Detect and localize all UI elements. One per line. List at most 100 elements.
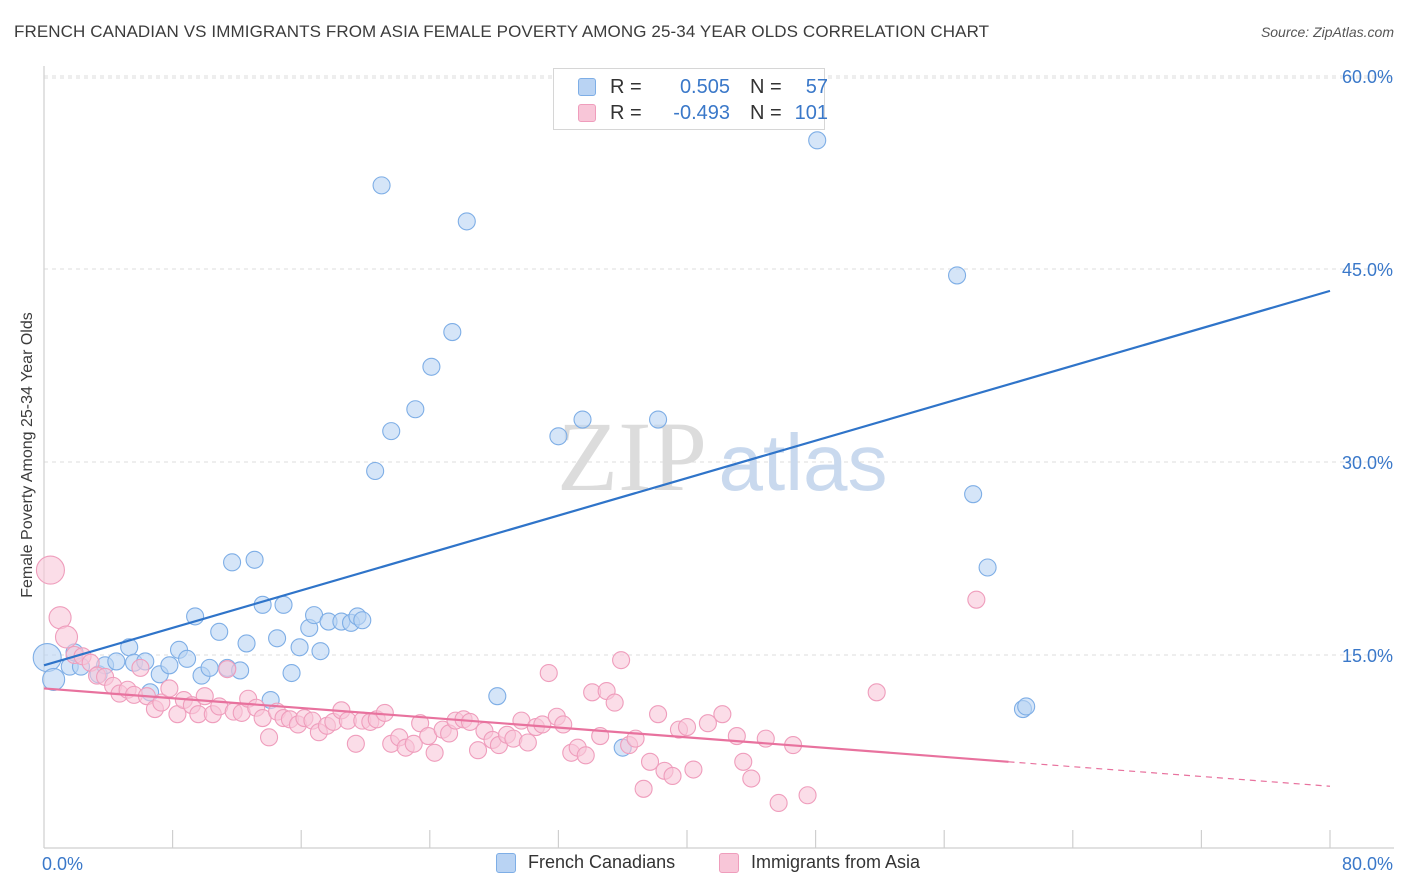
point-french-canadians <box>200 658 219 677</box>
point-french-canadians <box>237 634 256 653</box>
point-french-canadians <box>290 638 309 657</box>
legend-r-label: R = <box>610 101 642 124</box>
point-french-canadians <box>422 357 441 376</box>
legend-row-immigrants-from-asia: R = -0.493 N = 101 <box>578 101 828 125</box>
trend-line-french-canadians <box>43 289 1331 667</box>
point-french-canadians <box>366 461 385 481</box>
point-french-canadians <box>964 485 983 504</box>
series-legend-french-canadians: French Canadians <box>496 852 675 873</box>
point-immigrants-from-asia <box>734 752 753 771</box>
point-french-canadians <box>443 322 462 342</box>
point-french-canadians <box>372 176 391 195</box>
legend-r-value: 0.505 <box>679 75 730 98</box>
point-french-canadians <box>245 550 264 569</box>
point-french-canadians <box>948 266 967 285</box>
point-immigrants-from-asia <box>35 555 65 585</box>
point-french-canadians <box>42 667 66 691</box>
point-immigrants-from-asia <box>612 651 631 670</box>
point-french-canadians <box>274 595 293 614</box>
point-french-canadians <box>353 611 372 630</box>
point-french-canadians <box>978 558 997 577</box>
point-immigrants-from-asia <box>663 766 682 785</box>
point-immigrants-from-asia <box>742 769 761 788</box>
x-tick-label: 0.0% <box>42 854 83 874</box>
legend-row-french-canadians: R = 0.505 N = 57 <box>578 75 828 99</box>
point-french-canadians <box>488 687 507 706</box>
source-attribution: Source: ZipAtlas.com <box>1260 24 1394 40</box>
legend-n-value: 57 <box>805 75 828 98</box>
y-tick-label: 15.0% <box>1342 646 1393 666</box>
point-immigrants-from-asia <box>48 606 72 630</box>
point-immigrants-from-asia <box>54 625 79 649</box>
point-french-canadians <box>268 629 287 648</box>
legend-n-value: 101 <box>794 101 828 124</box>
point-immigrants-from-asia <box>468 741 488 760</box>
tick-labels: 15.0% 30.0% 45.0% 60.0% 0.0% 80.0% <box>42 67 1393 874</box>
watermark-atlas: atlas <box>719 418 888 507</box>
point-french-canadians <box>178 649 197 668</box>
series-legend-immigrants-from-asia: Immigrants from Asia <box>719 852 920 873</box>
legend-r-label: R = <box>610 75 642 98</box>
series-swatch-pink <box>719 852 739 873</box>
point-immigrants-from-asia <box>769 793 788 813</box>
point-immigrants-from-asia <box>634 779 653 798</box>
point-immigrants-from-asia <box>649 705 668 724</box>
point-french-canadians <box>573 410 592 429</box>
point-french-canadians <box>107 652 126 671</box>
point-immigrants-from-asia <box>677 718 697 737</box>
legend-swatch-blue <box>578 78 596 96</box>
series-legend-label: Immigrants from Asia <box>751 852 921 872</box>
trend-line-immigrants-from-asia-extension <box>1008 761 1331 787</box>
point-immigrants-from-asia <box>539 663 558 683</box>
point-immigrants-from-asia <box>160 679 179 698</box>
point-french-canadians <box>649 410 668 429</box>
point-immigrants-from-asia <box>798 786 817 805</box>
chart-title: FRENCH CANADIAN VS IMMIGRANTS FROM ASIA … <box>14 22 990 41</box>
x-tick-label: 80.0% <box>1342 854 1393 874</box>
point-immigrants-from-asia <box>259 728 279 747</box>
point-french-canadians <box>1017 697 1036 716</box>
point-immigrants-from-asia <box>640 752 660 771</box>
point-french-canadians <box>32 643 62 673</box>
legend-n-label: N = <box>750 101 782 124</box>
grid-lines <box>44 75 1394 656</box>
legend-swatch-pink <box>578 104 596 122</box>
point-immigrants-from-asia <box>867 683 886 702</box>
point-french-canadians <box>549 427 568 446</box>
point-french-canadians <box>160 656 179 675</box>
correlation-legend: R = 0.505 N = 57 R = -0.493 N = 101 <box>553 68 828 130</box>
point-immigrants-from-asia <box>554 715 573 734</box>
point-french-canadians <box>223 553 242 572</box>
y-tick-label: 30.0% <box>1342 453 1393 473</box>
point-immigrants-from-asia <box>425 743 444 762</box>
legend-n-label: N = <box>750 75 782 98</box>
point-immigrants-from-asia <box>684 760 703 779</box>
trend-lines <box>43 289 1331 787</box>
y-tick-label: 60.0% <box>1342 67 1393 87</box>
data-points <box>32 131 1036 813</box>
point-immigrants-from-asia <box>218 660 237 679</box>
point-french-canadians <box>808 131 827 150</box>
watermark: ZIP atlas <box>557 401 887 512</box>
axes <box>43 66 1394 849</box>
series-legend-label: French Canadians <box>528 852 676 872</box>
point-immigrants-from-asia <box>576 746 595 765</box>
point-french-canadians <box>282 663 301 683</box>
point-immigrants-from-asia <box>967 590 986 609</box>
point-immigrants-from-asia <box>518 733 537 752</box>
series-swatch-blue <box>496 852 516 873</box>
point-immigrants-from-asia <box>533 715 552 734</box>
point-immigrants-from-asia <box>131 658 150 677</box>
point-immigrants-from-asia <box>411 714 430 733</box>
y-tick-label: 45.0% <box>1342 260 1393 280</box>
point-french-canadians <box>311 642 330 661</box>
point-french-canadians <box>210 622 229 641</box>
series-legend: French Canadians Immigrants from Asia <box>0 852 1406 878</box>
point-immigrants-from-asia <box>605 693 624 712</box>
legend-r-value: -0.493 <box>673 101 730 124</box>
point-immigrants-from-asia <box>404 734 423 753</box>
point-immigrants-from-asia <box>713 705 732 724</box>
point-french-canadians <box>382 422 401 441</box>
point-immigrants-from-asia <box>346 734 365 753</box>
